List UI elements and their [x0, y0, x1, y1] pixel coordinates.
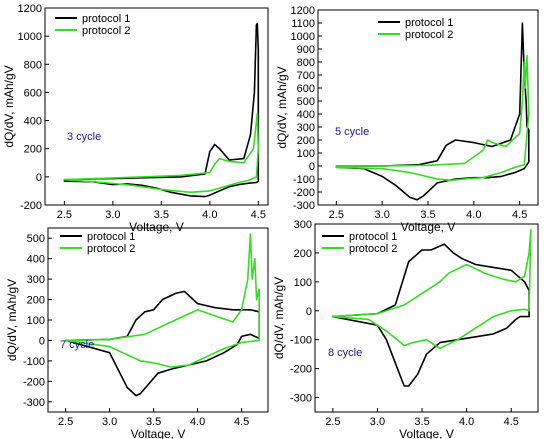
y-tick-label: 300	[297, 122, 315, 134]
x-axis-label: Voltage, V	[401, 220, 456, 234]
x-tick-label: 4.0	[466, 209, 481, 221]
series-line-protocol-1	[335, 22, 530, 201]
y-tick-label: 0	[309, 161, 315, 173]
legend-label: protocol 1	[87, 231, 135, 243]
y-tick-label: 200	[24, 144, 42, 156]
chart-panel-2: 2.5 3.0 3.5 4.0 4.5-300-200-1000100200300400…	[275, 5, 539, 234]
x-tick-label: 2.5	[57, 209, 72, 221]
x-tick-label: 3.0	[102, 416, 117, 428]
y-tick-label: -300	[293, 200, 315, 212]
legend-label: protocol 1	[82, 13, 130, 25]
y-tick-label: -200	[290, 364, 312, 376]
y-tick-label: -300	[23, 397, 45, 409]
x-axis-label: Voltage, V	[399, 427, 454, 439]
series-line-protocol-1	[64, 290, 261, 397]
y-tick-label: -200	[20, 200, 42, 212]
series-line-protocol-2	[331, 229, 532, 350]
y-tick-label: 900	[297, 44, 315, 56]
cycle-annotation: 5 cycle	[335, 126, 369, 138]
y-axis-label: dQ/dV, mAh/gV	[275, 66, 289, 148]
y-tick-label: -100	[293, 174, 315, 186]
x-tick-label: 4.0	[190, 416, 205, 428]
y-tick-label: -200	[23, 376, 45, 388]
legend-label: protocol 1	[349, 231, 397, 243]
y-tick-label: 300	[27, 274, 45, 286]
plot-frame	[314, 223, 539, 413]
y-tick-label: 0	[36, 172, 42, 184]
y-tick-label: 800	[297, 57, 315, 69]
y-tick-label: 0	[306, 306, 312, 318]
series-line-protocol-1	[331, 243, 530, 387]
cycle-annotation: 3 cycle	[67, 131, 101, 143]
x-tick-label: 4.5	[512, 209, 527, 221]
chart-panel-1: 2.5 3.0 3.5 4.0 4.5 -200 0 200 400 600 800 1000 1200…	[2, 3, 269, 234]
y-tick-label: 500	[27, 233, 45, 245]
x-tick-label: 2.5	[325, 416, 340, 428]
x-tick-label: 4.0	[202, 209, 217, 221]
x-tick-label: 2.5	[58, 416, 73, 428]
y-tick-label: 700	[297, 70, 315, 82]
y-tick-label: 1000	[18, 31, 42, 43]
y-tick-label: 200	[297, 135, 315, 147]
cycle-annotation: 7 cycle	[60, 339, 94, 351]
y-axis-label: dQ/dV, mAh/gV	[2, 65, 16, 147]
y-axis-label: dQ/dV, mAh/gV	[5, 279, 19, 361]
y-tick-label: 600	[24, 87, 42, 99]
x-tick-label: 3.5	[146, 416, 161, 428]
x-tick-label: 4.5	[504, 416, 519, 428]
y-tick-label: 1000	[291, 31, 315, 43]
legend-label: protocol 1	[405, 17, 453, 29]
y-axis-label: dQ/dV, mAh/gV	[272, 277, 286, 359]
y-tick-label: 1100	[291, 18, 315, 30]
x-tick-label: 4.5	[234, 416, 249, 428]
legend-label: protocol 2	[82, 25, 130, 37]
x-tick-label: 3.5	[154, 209, 169, 221]
y-tick-label: 100	[297, 148, 315, 160]
x-tick-label: 3.0	[370, 416, 385, 428]
y-tick-label: 800	[24, 59, 42, 71]
series-line-protocol-2	[335, 54, 530, 182]
x-tick-label: 4.5	[251, 209, 266, 221]
y-tick-label: 400	[27, 254, 45, 266]
y-tick-label: 200	[27, 295, 45, 307]
legend-label: protocol 2	[405, 29, 453, 41]
y-tick-label: 1200	[18, 3, 42, 15]
x-tick-label: 3.5	[414, 416, 429, 428]
x-tick-label: 3.0	[375, 209, 390, 221]
x-axis-label: Voltage, V	[129, 220, 184, 234]
series-line-protocol-2	[64, 233, 261, 368]
legend-label: protocol 2	[349, 243, 397, 255]
series-line-protocol-1	[63, 22, 260, 198]
x-tick-label: 3.5	[420, 209, 435, 221]
x-axis-label: Voltage, V	[131, 427, 186, 439]
series-line-protocol-2	[63, 112, 260, 194]
y-tick-label: -200	[293, 187, 315, 199]
y-tick-label: 400	[297, 109, 315, 121]
y-tick-label: 500	[297, 96, 315, 108]
y-tick-label: 100	[27, 315, 45, 327]
y-tick-label: -100	[290, 335, 312, 347]
y-tick-label: 0	[39, 335, 45, 347]
legend-label: protocol 2	[87, 243, 135, 255]
y-tick-label: 400	[24, 116, 42, 128]
y-tick-label: 600	[297, 83, 315, 95]
x-tick-label: 2.5	[329, 209, 344, 221]
cycle-annotation: 8 cycle	[328, 347, 362, 359]
y-tick-label: 200	[294, 248, 312, 260]
y-tick-label: 100	[294, 277, 312, 289]
x-tick-label: 3.0	[105, 209, 120, 221]
y-tick-label: 300	[294, 219, 312, 231]
plot-frame	[44, 7, 269, 206]
x-tick-label: 4.0	[459, 416, 474, 428]
chart-panel-3: 2.5 3.0 3.5 4.0 4.5 -300 -200 -100 0 100 200 300 400…	[5, 227, 269, 439]
y-tick-label: 1200	[291, 5, 315, 17]
y-tick-label: -100	[23, 356, 45, 368]
chart-panel-4: 2.5 3.0 3.5 4.0 4.5 -300 -200 -100 0 100 200 300 Vol…	[272, 219, 539, 439]
y-tick-label: -300	[290, 393, 312, 405]
